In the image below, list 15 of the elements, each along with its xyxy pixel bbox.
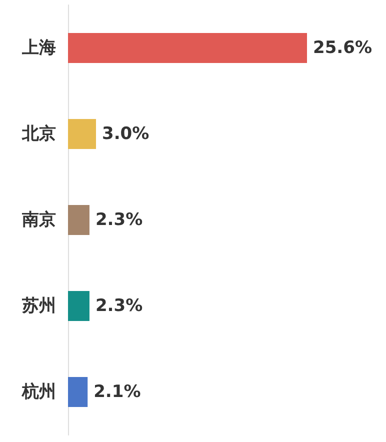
y-tick-label: 北京 (21, 124, 56, 144)
bar (68, 377, 88, 407)
bar (68, 33, 307, 63)
data-label: 2.3% (95, 296, 143, 316)
y-tick-label: 苏州 (21, 296, 56, 316)
y-tick-label: 上海 (21, 38, 56, 58)
data-label: 2.3% (95, 210, 143, 230)
data-label: 2.1% (94, 382, 141, 402)
bar (68, 291, 90, 321)
bar (68, 119, 96, 149)
y-tick-label: 南京 (21, 210, 56, 230)
y-tick-label: 杭州 (21, 382, 56, 402)
data-label: 25.6% (313, 38, 372, 58)
data-label: 3.0% (102, 124, 150, 144)
bar (68, 205, 90, 235)
